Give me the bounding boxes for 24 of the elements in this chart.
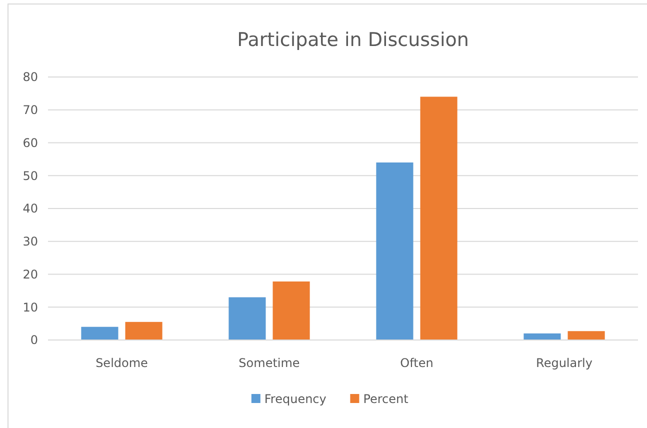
y-tick-label: 80: [22, 70, 38, 84]
chart-title: Participate in Discussion: [237, 29, 469, 51]
y-tick-label: 60: [22, 136, 38, 150]
x-tick-label: Sometime: [238, 356, 300, 370]
x-tick-label: Regularly: [536, 356, 592, 370]
bar: [420, 96, 458, 340]
bar: [228, 297, 266, 340]
y-tick-label: 0: [30, 333, 38, 348]
legend-label: Frequency: [264, 392, 326, 406]
legend-label: Percent: [363, 392, 409, 406]
x-tick-label: Seldome: [96, 356, 148, 370]
y-tick-label: 20: [22, 267, 38, 282]
bar: [524, 333, 561, 340]
y-tick-label: 40: [22, 202, 38, 216]
y-tick-label: 30: [22, 234, 38, 249]
bar: [125, 322, 162, 340]
y-tick-label: 70: [22, 103, 38, 118]
bar: [81, 326, 118, 340]
y-tick-label: 10: [22, 300, 38, 314]
y-tick-label: 50: [22, 168, 38, 183]
bar: [272, 281, 310, 340]
bar: [568, 331, 605, 340]
bar: [376, 162, 414, 340]
x-tick-label: Often: [400, 356, 434, 370]
